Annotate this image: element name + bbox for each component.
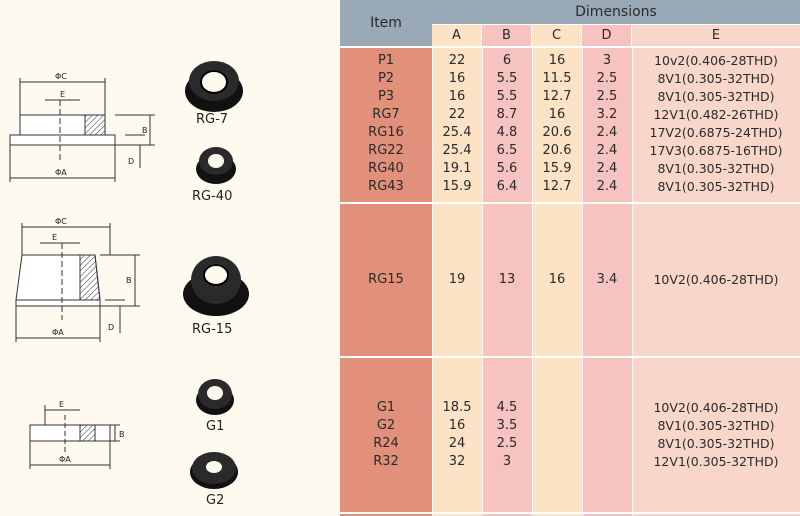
- table-row: RG15 19 13 16 3.4 10V2(0.406-28THD): [368, 272, 779, 287]
- product-label-g2: G2: [206, 493, 225, 508]
- table-row: RG16 25.4 4.8 20.6 2.4 17V2(0.6875-24THD): [368, 125, 783, 140]
- dim-d-label: D: [128, 157, 134, 166]
- table-row: RG7 22 8.7 16 3.2 12V1(0.482-26THD): [372, 107, 779, 122]
- table-row: RG40 19.1 5.6 15.9 2.4 8V1(0.305-32THD): [368, 161, 775, 176]
- spec-table: Item Dimensions A B C D E P1 22 6 16 3 10v2(0…: [340, 0, 800, 516]
- table-row: P1 22 6 16 3 10v2(0.406-28THD): [377, 53, 778, 68]
- dim-e-label: E: [59, 400, 64, 409]
- dim-phi-c-label: ΦC: [55, 72, 67, 81]
- drawing-flat-grommet: E B ΦA: [29, 400, 125, 469]
- dim-phi-c-label: ΦC: [55, 217, 67, 226]
- col-header-e: E: [632, 25, 800, 46]
- table-row: G1 18.5 4.5 10V2(0.406-28THD): [376, 400, 779, 415]
- dim-b-label: B: [126, 276, 132, 285]
- table-row: P3 16 5.5 12.7 2.5 8V1(0.305-32THD): [377, 89, 775, 104]
- product-photo-rg7: [185, 61, 243, 112]
- col-header-c: C: [532, 25, 582, 46]
- dim-phi-a-label: ΦA: [52, 328, 64, 337]
- table-row: R32 32 3 12V1(0.305-32THD): [373, 454, 779, 469]
- table-row: G2 16 3.5 8V1(0.305-32THD): [376, 418, 775, 433]
- table-row: R24 24 2.5 8V1(0.305-32THD): [373, 436, 775, 451]
- product-label-rg7: RG-7: [196, 112, 229, 127]
- dim-e-label: E: [60, 90, 65, 99]
- dim-d-label: D: [108, 323, 114, 332]
- header-dimensions: Dimensions: [432, 0, 800, 25]
- dim-b-label: B: [119, 430, 125, 439]
- dim-e-label: E: [52, 233, 57, 242]
- col-header-b: B: [482, 25, 532, 46]
- drawing-flanged-grommet-1: ΦC E B D ΦA: [9, 72, 155, 182]
- col-header-d: D: [582, 25, 632, 46]
- table-row: RG22 25.4 6.5 20.6 2.4 17V3(0.6875-16THD): [368, 143, 783, 158]
- header-item: Item: [340, 0, 433, 46]
- drawings-panel: ΦC E B D ΦA ΦC: [0, 0, 340, 516]
- table-row: P2 16 5.5 11.5 2.5 8V1(0.305-32THD): [377, 71, 775, 86]
- product-label-g1: G1: [206, 419, 225, 434]
- dim-phi-a-label: ΦA: [55, 168, 67, 177]
- product-photo-g1: [196, 379, 234, 415]
- drawing-tall-grommet: ΦC E B D ΦA: [15, 217, 140, 342]
- col-header-a: A: [432, 25, 482, 46]
- product-photo-rg15: [183, 256, 249, 316]
- product-photo-g2: [190, 452, 238, 489]
- dim-phi-a-label: ΦA: [59, 455, 71, 464]
- table-row: RG43 15.9 6.4 12.7 2.4 8V1(0.305-32THD): [368, 179, 775, 194]
- product-label-rg15: RG-15: [192, 322, 233, 337]
- product-label-rg40: RG-40: [192, 189, 233, 204]
- product-photo-rg40: [196, 147, 236, 184]
- dim-b-label: B: [142, 126, 148, 135]
